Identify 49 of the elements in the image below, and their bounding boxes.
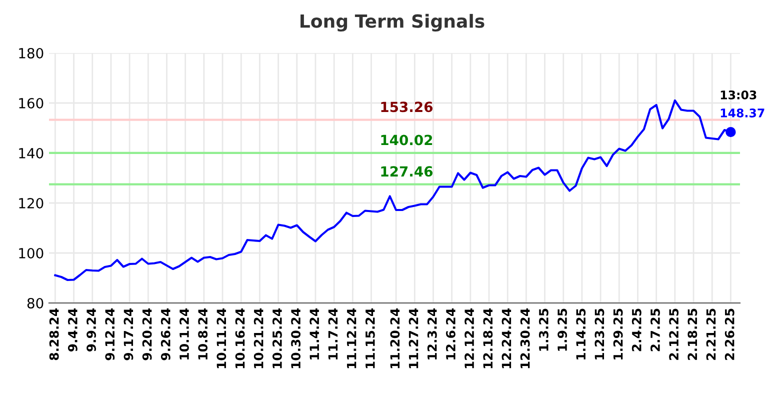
x-tick-label: 10.16.24	[235, 308, 245, 368]
x-tick-label: 2.7.25	[650, 308, 660, 352]
x-tick-label: 11.12.24	[346, 308, 356, 368]
x-tick-label: 11.15.24	[365, 308, 375, 368]
ref-line-label: 153.26	[381, 102, 433, 112]
x-tick-label: 11.20.24	[390, 308, 400, 368]
x-tick-label: 9.26.24	[160, 308, 170, 360]
x-tick-label: 12.12.24	[464, 308, 474, 368]
y-tick-label: 160	[19, 98, 44, 108]
annotation: 148.37	[720, 108, 764, 118]
x-tick-label: 10.11.24	[216, 308, 226, 368]
x-tick-label: 9.4.24	[68, 308, 78, 352]
x-tick-label: 9.12.24	[105, 308, 115, 360]
x-tick-label: 10.30.24	[291, 308, 301, 368]
y-tick-label: 120	[19, 198, 44, 208]
x-tick-label: 8.28.24	[49, 308, 59, 360]
x-tick-label: 12.24.24	[502, 308, 512, 368]
y-tick-label: 180	[19, 48, 44, 58]
chart-title: Long Term Signals	[300, 14, 484, 32]
x-tick-label: 10.8.24	[198, 308, 208, 360]
x-tick-label: 9.9.24	[86, 308, 96, 352]
y-tick-label: 140	[19, 148, 44, 158]
x-tick-label: 2.18.25	[688, 308, 698, 360]
x-tick-label: 10.1.24	[180, 308, 189, 360]
x-tick-label: 1.3.25	[538, 308, 548, 351]
ref-line-label: 127.46	[381, 166, 433, 177]
x-tick-label: 9.17.24	[124, 308, 134, 360]
x-tick-label: 2.21.25	[706, 308, 716, 360]
x-tick-label: 10.21.24	[254, 308, 264, 368]
y-tick-label: 100	[19, 248, 44, 258]
ref-line-label: 140.02	[381, 134, 432, 146]
x-tick-label: 1.14.25	[576, 308, 586, 360]
annotation: 13:03	[720, 90, 756, 100]
x-tick-label: 11.27.24	[408, 308, 418, 368]
x-tick-label: 2.12.25	[669, 308, 679, 360]
y-tick-label: 80	[27, 298, 44, 308]
x-tick-label: 9.20.24	[142, 308, 152, 360]
x-tick-label: 1.9.25	[558, 308, 568, 351]
x-tick-label: 1.29.25	[613, 308, 623, 360]
x-tick-label: 12.18.24	[483, 308, 493, 368]
x-tick-label: 11.4.24	[310, 308, 319, 360]
x-tick-label: 12.6.24	[446, 308, 456, 360]
x-tick-label: 10.25.24	[272, 308, 282, 368]
x-tick-label: 1.23.25	[594, 308, 604, 360]
x-tick-label: 12.30.24	[520, 308, 530, 368]
x-tick-label: 2.4.25	[632, 308, 642, 352]
x-tick-label: 2.26.25	[724, 308, 734, 360]
x-tick-label: 12.3.24	[427, 308, 437, 360]
x-tick-label: 11.7.24	[328, 308, 338, 360]
